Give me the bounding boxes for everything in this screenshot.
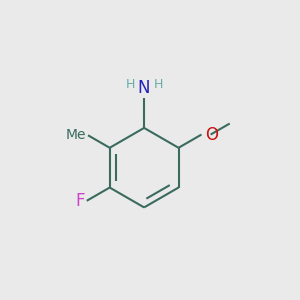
Text: H: H bbox=[154, 77, 163, 91]
Text: F: F bbox=[75, 192, 84, 210]
Text: O: O bbox=[206, 125, 219, 143]
Text: N: N bbox=[138, 79, 150, 97]
Text: Me: Me bbox=[66, 128, 86, 142]
Text: H: H bbox=[125, 77, 135, 91]
